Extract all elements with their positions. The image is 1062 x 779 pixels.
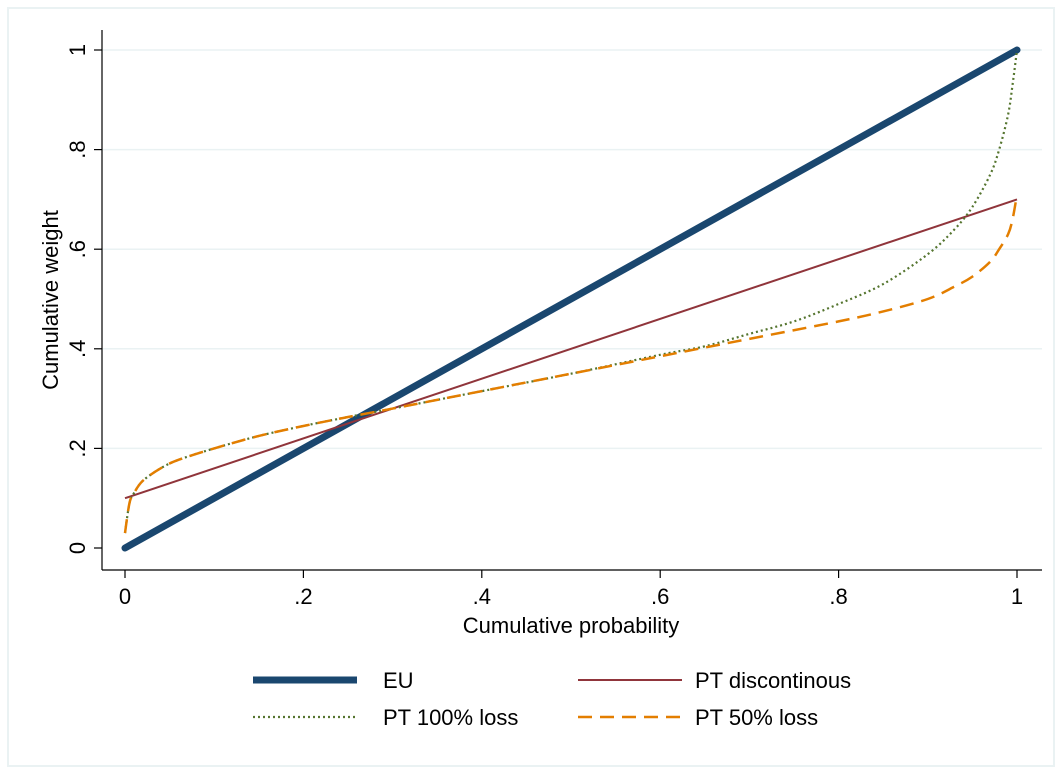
y-tick-label-4: .8 [65,140,90,158]
series-line-2 [123,49,1019,534]
series-line-0 [121,46,1021,552]
x-axis-label: Cumulative probability [463,613,679,638]
series-line-3 [123,194,1019,534]
y-axis-label: Cumulative weight [38,210,63,390]
axis-ticks: 0 .2 .4 .6 .8 1 0 .2 .4 .6 .8 1 [65,44,1023,609]
y-tick-label-1: .2 [65,439,90,457]
x-tick-label-3: .6 [651,584,669,609]
y-tick-label-2: .4 [65,340,90,358]
y-tick-label-3: .6 [65,240,90,258]
legend-label-3: PT 50% loss [695,705,818,730]
x-tick-label-4: .8 [829,584,847,609]
legend: EU PT discontinous PT 100% loss PT 50% loss [253,668,851,730]
x-tick-label-0: 0 [119,584,131,609]
series-lines [121,46,1021,552]
axes [101,30,1042,571]
legend-label-2: PT 100% loss [383,705,518,730]
legend-label-0: EU [383,668,414,693]
x-tick-label-1: .2 [294,584,312,609]
y-tick-label-5: 1 [65,44,90,56]
outer-frame [7,7,1055,767]
x-tick-label-2: .4 [473,584,491,609]
series-line-1 [124,198,1018,500]
x-tick-label-5: 1 [1011,584,1023,609]
y-tick-label-0: 0 [65,542,90,554]
grid-lines [102,49,1042,450]
legend-label-1: PT discontinous [695,668,851,693]
